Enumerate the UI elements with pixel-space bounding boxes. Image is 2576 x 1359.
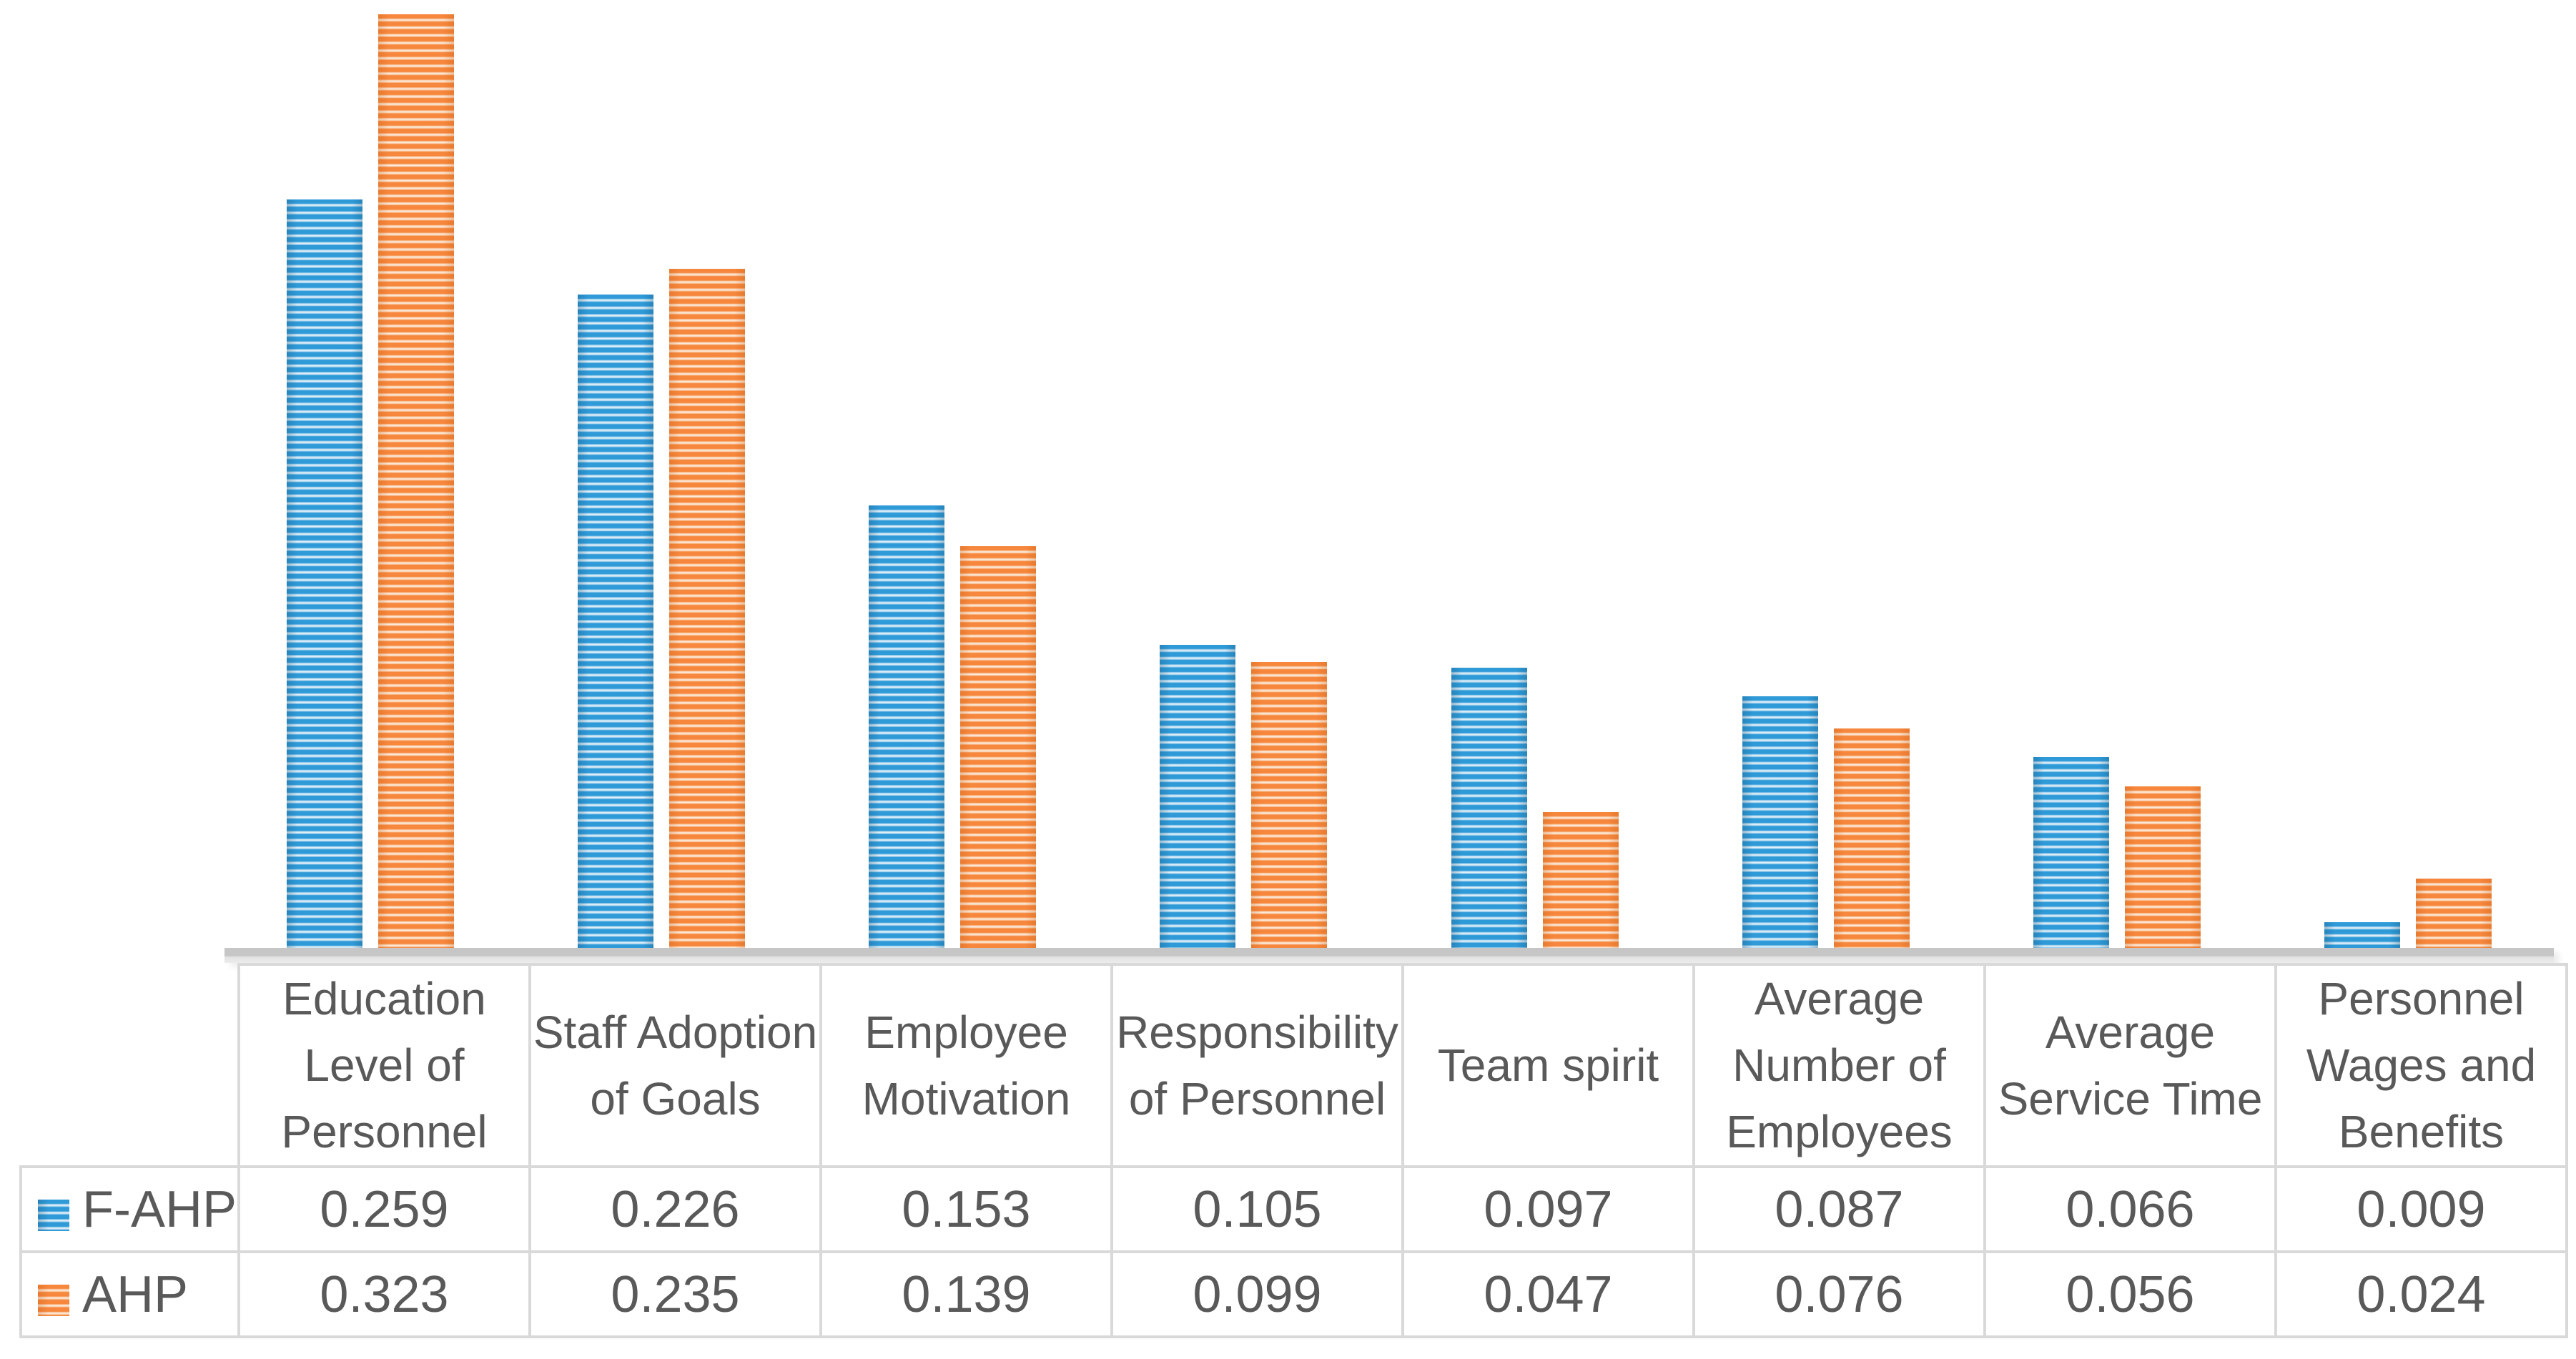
legend-cell-ahp: AHP bbox=[19, 1250, 240, 1338]
f-ahp-bar bbox=[869, 505, 945, 948]
category-header-cell: Employee Motivation bbox=[819, 963, 1113, 1168]
category-header-cell: Responsibility of Personnel bbox=[1110, 963, 1404, 1168]
value-cell: 0.024 bbox=[2274, 1250, 2568, 1338]
f-ahp-bar bbox=[2033, 757, 2110, 948]
value-cell: 0.259 bbox=[237, 1165, 531, 1253]
category-group bbox=[515, 0, 806, 948]
legend-label-f-ahp: F-AHP bbox=[82, 1180, 237, 1238]
ahp-bar bbox=[1542, 812, 1619, 948]
category-group bbox=[2263, 0, 2554, 948]
ahp-bar bbox=[960, 546, 1037, 948]
data-table: Education Level of Personnel Staff Adopt… bbox=[19, 963, 2568, 1338]
category-header-cell: Education Level of Personnel bbox=[237, 963, 531, 1168]
f-ahp-bar bbox=[577, 295, 653, 948]
value-cell: 0.087 bbox=[1692, 1165, 1986, 1253]
plot-area bbox=[224, 0, 2554, 948]
category-group bbox=[1680, 0, 1971, 948]
f-ahp-data-row: F-AHP 0.259 0.226 0.153 0.105 0.097 0.08… bbox=[19, 1165, 2568, 1253]
ahp-bar bbox=[1833, 728, 1910, 948]
value-cell: 0.099 bbox=[1110, 1250, 1404, 1338]
f-ahp-legend-swatch-icon bbox=[38, 1199, 69, 1231]
value-cell: 0.153 bbox=[819, 1165, 1113, 1253]
category-header-cell: Average Number of Employees bbox=[1692, 963, 1986, 1168]
category-group bbox=[1098, 0, 1389, 948]
value-cell: 0.047 bbox=[1401, 1250, 1695, 1338]
value-cell: 0.105 bbox=[1110, 1165, 1404, 1253]
legend-cell-f-ahp: F-AHP bbox=[19, 1165, 240, 1253]
f-ahp-bar bbox=[286, 199, 362, 948]
ahp-bar bbox=[2416, 878, 2492, 948]
category-header-row: Education Level of Personnel Staff Adopt… bbox=[21, 963, 2568, 1168]
ahp-bar bbox=[377, 14, 454, 948]
value-cell: 0.066 bbox=[1983, 1165, 2277, 1253]
category-group bbox=[807, 0, 1098, 948]
value-cell: 0.235 bbox=[528, 1250, 822, 1338]
f-ahp-bar bbox=[1742, 696, 1818, 948]
table-corner-blank bbox=[21, 964, 239, 1167]
f-ahp-bar bbox=[1451, 667, 1527, 948]
value-cell: 0.056 bbox=[1983, 1250, 2277, 1338]
value-cell: 0.323 bbox=[237, 1250, 531, 1338]
category-group bbox=[224, 0, 515, 948]
category-header-cell: Personnel Wages and Benefits bbox=[2274, 963, 2568, 1168]
value-cell: 0.139 bbox=[819, 1250, 1113, 1338]
f-ahp-bar bbox=[2324, 921, 2401, 948]
ahp-bar bbox=[668, 268, 745, 948]
category-header-cell: Team spirit bbox=[1401, 963, 1695, 1168]
value-cell: 0.226 bbox=[528, 1165, 822, 1253]
ahp-bar bbox=[1251, 661, 1328, 948]
ahp-data-row: AHP 0.323 0.235 0.139 0.099 0.047 0.076 … bbox=[19, 1250, 2568, 1338]
category-header-cell: Average Service Time bbox=[1983, 963, 2277, 1168]
f-ahp-bar bbox=[1160, 644, 1236, 948]
ahp-bar bbox=[2125, 786, 2201, 948]
value-cell: 0.097 bbox=[1401, 1165, 1695, 1253]
value-cell: 0.009 bbox=[2274, 1165, 2568, 1253]
category-group bbox=[1389, 0, 1680, 948]
category-group bbox=[1972, 0, 2263, 948]
x-axis-line bbox=[224, 948, 2554, 963]
category-header-cell: Staff Adoption of Goals bbox=[528, 963, 822, 1168]
ahp-legend-swatch-icon bbox=[38, 1284, 69, 1316]
value-cell: 0.076 bbox=[1692, 1250, 1986, 1338]
legend-label-ahp: AHP bbox=[82, 1265, 189, 1323]
